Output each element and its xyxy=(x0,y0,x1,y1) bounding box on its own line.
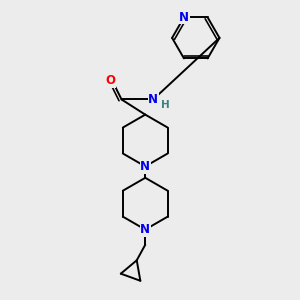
Text: N: N xyxy=(179,11,189,24)
Text: N: N xyxy=(148,93,158,106)
Text: N: N xyxy=(140,160,150,173)
Text: O: O xyxy=(106,74,116,87)
Text: H: H xyxy=(161,100,170,110)
Text: N: N xyxy=(140,223,150,236)
